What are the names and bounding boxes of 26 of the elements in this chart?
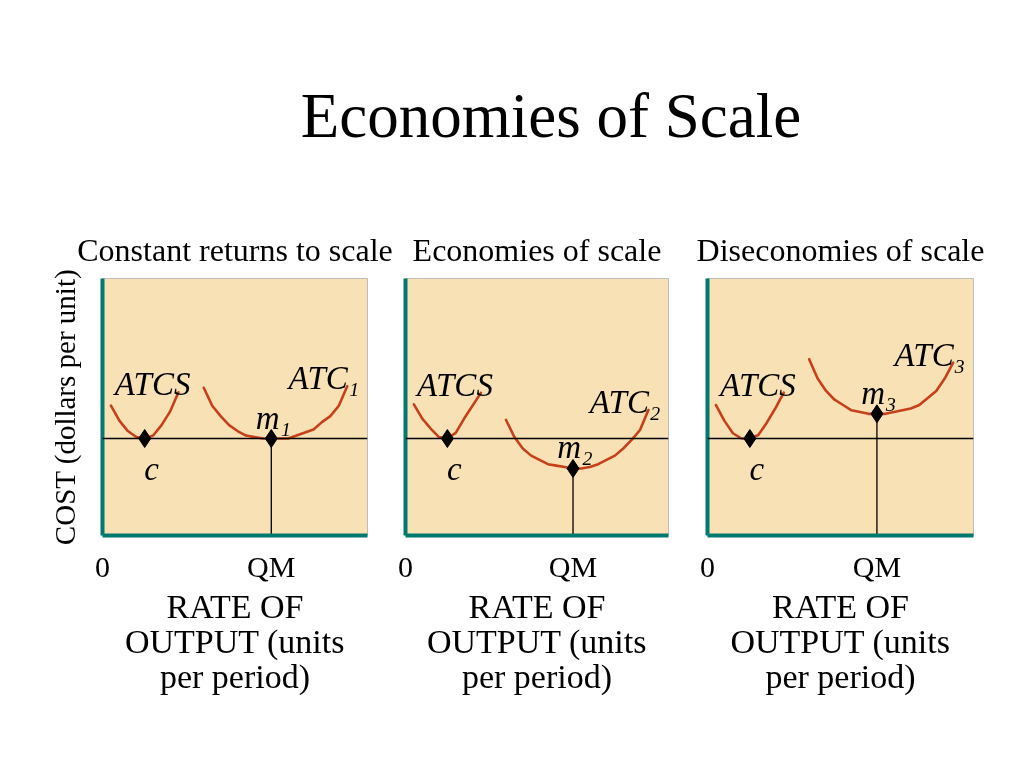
chart-subtitle: Diseconomies of scale: [696, 231, 985, 268]
series-label: ATCS: [415, 366, 493, 403]
series-label: m₂: [557, 429, 593, 466]
x-axis-title: RATE OF OUTPUT (units per period): [730, 587, 950, 696]
x-tick-label: QM: [852, 549, 902, 583]
chart-subtitle: Constant returns to scale: [77, 231, 393, 268]
series-label: ATC₃: [892, 336, 966, 373]
series-label: ATC₂: [587, 383, 661, 420]
series-label: c: [447, 450, 463, 487]
series-label: m₃: [861, 374, 897, 411]
x-axis-title: RATE OF OUTPUT (units per period): [124, 587, 345, 696]
series-label: ATC₁: [286, 360, 360, 397]
x-tick-label: QM: [548, 549, 598, 583]
x-tick-label: 0: [95, 549, 110, 583]
text: Economies of Scale: [300, 81, 802, 151]
series-label: m₁: [255, 399, 291, 436]
series-label: ATCS: [112, 366, 191, 403]
series-label: c: [749, 450, 765, 487]
x-tick-label: 0: [700, 549, 715, 583]
y-axis-title: COST (dollars per unit): [48, 269, 82, 546]
x-axis-title: RATE OF OUTPUT (units per period): [426, 587, 647, 696]
x-tick-label: 0: [398, 549, 413, 583]
series-label: ATCS: [717, 366, 796, 403]
x-tick-label: QM: [247, 549, 296, 583]
series-label: c: [144, 450, 160, 487]
chart-subtitle: Economies of scale: [412, 231, 662, 268]
